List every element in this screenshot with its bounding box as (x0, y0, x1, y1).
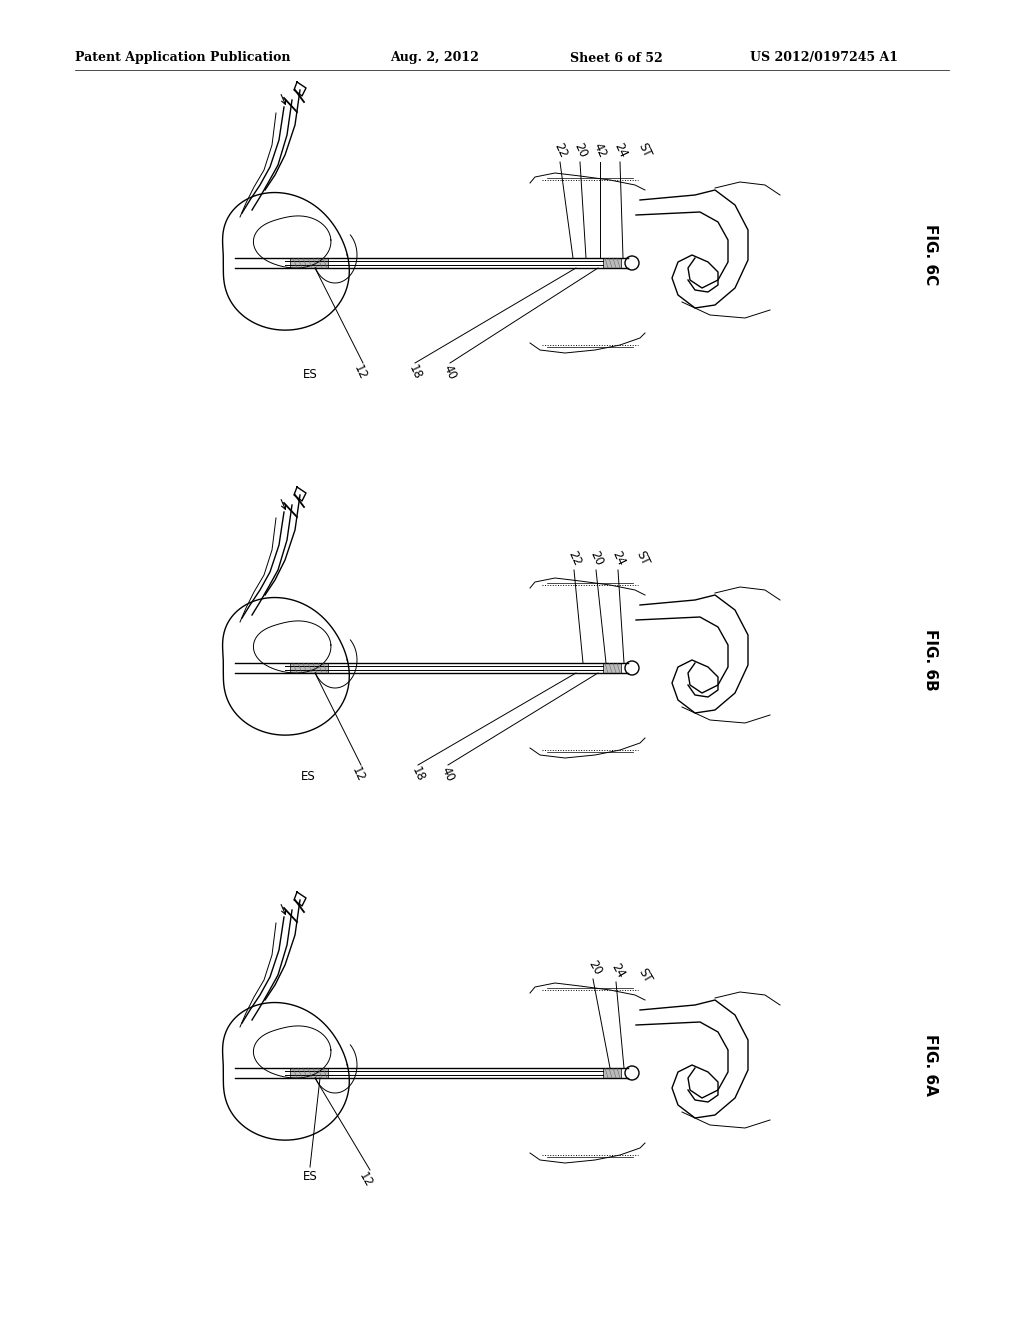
Text: US 2012/0197245 A1: US 2012/0197245 A1 (750, 51, 898, 65)
Text: ES: ES (303, 368, 317, 381)
Bar (603, 257, 621, 268)
Text: 18: 18 (406, 363, 424, 381)
Text: 40: 40 (439, 766, 457, 784)
Bar (290, 257, 328, 268)
Text: Aug. 2, 2012: Aug. 2, 2012 (390, 51, 479, 65)
Bar (603, 663, 621, 673)
Bar (603, 1068, 621, 1078)
Text: 12: 12 (355, 1170, 375, 1189)
Text: FIG. 6B: FIG. 6B (923, 630, 938, 690)
Text: ES: ES (301, 770, 315, 783)
Text: ST: ST (634, 549, 652, 568)
Text: ES: ES (303, 1170, 317, 1183)
Text: Sheet 6 of 52: Sheet 6 of 52 (570, 51, 663, 65)
Bar (290, 663, 328, 673)
Text: 18: 18 (409, 766, 427, 784)
Text: FIG. 6A: FIG. 6A (923, 1034, 938, 1096)
Text: 12: 12 (349, 766, 367, 784)
Text: 24: 24 (608, 961, 628, 979)
Text: 40: 40 (441, 363, 459, 381)
Text: 20: 20 (571, 141, 589, 160)
Text: 24: 24 (611, 141, 629, 160)
Text: FIG. 6C: FIG. 6C (923, 224, 938, 285)
Text: 20: 20 (587, 549, 605, 568)
Text: 12: 12 (351, 363, 369, 381)
Text: 42: 42 (591, 141, 609, 160)
Text: 24: 24 (609, 549, 627, 568)
Text: ST: ST (636, 141, 654, 160)
Text: ST: ST (636, 966, 654, 985)
Text: 20: 20 (586, 957, 604, 977)
Text: Patent Application Publication: Patent Application Publication (75, 51, 291, 65)
Text: 22: 22 (565, 549, 583, 568)
Text: 22: 22 (551, 141, 569, 160)
Bar (290, 1068, 328, 1078)
